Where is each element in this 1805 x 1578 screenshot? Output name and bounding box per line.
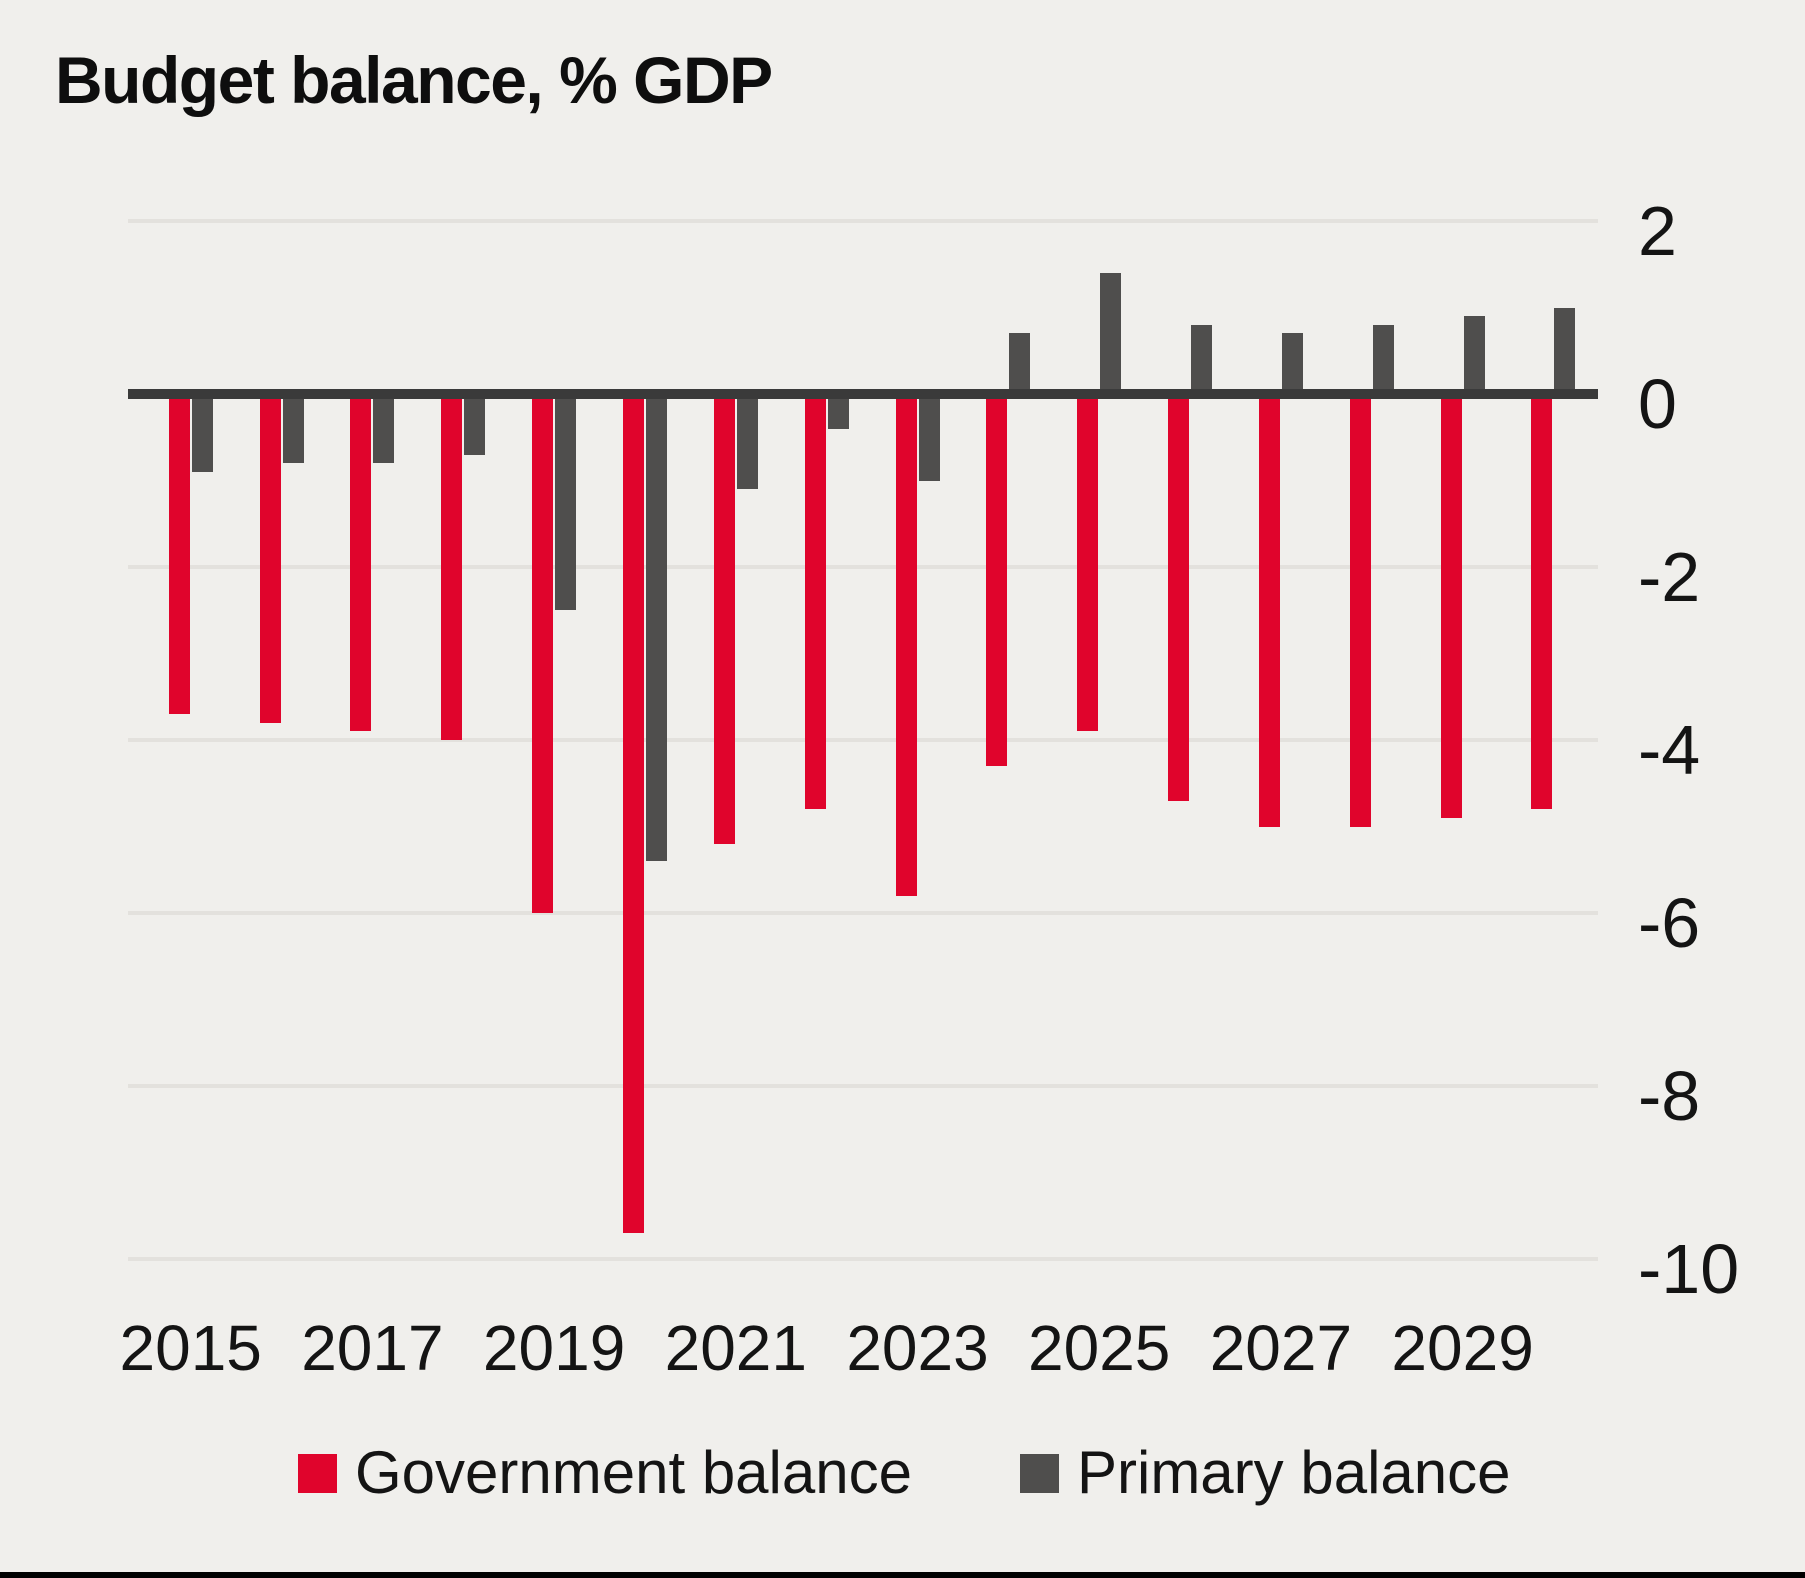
legend-swatch-primary-balance — [1020, 1453, 1059, 1493]
bar-primary-balance-2019 — [555, 394, 577, 611]
bar-government-balance-2016 — [259, 394, 281, 723]
bar-government-balance-2017 — [350, 394, 372, 732]
legend-label-primary-balance: Primary balance — [1077, 1439, 1511, 1506]
bar-primary-balance-2028 — [1372, 324, 1394, 394]
bar-primary-balance-2026 — [1191, 324, 1213, 394]
x-axis-tick-label-2029: 2029 — [1391, 1312, 1534, 1384]
x-axis-tick-label-2023: 2023 — [846, 1312, 989, 1384]
y-axis-tick-label--6: -6 — [1638, 884, 1701, 962]
bar-primary-balance-2023 — [918, 394, 940, 481]
bar-government-balance-2019 — [532, 394, 554, 913]
gridline-y--10 — [128, 1257, 1598, 1261]
bar-government-balance-2025 — [1077, 394, 1099, 732]
y-axis-tick-label--8: -8 — [1638, 1057, 1701, 1135]
bar-government-balance-2020 — [622, 394, 644, 1234]
bar-government-balance-2023 — [895, 394, 917, 896]
legend-label-government-balance: Government balance — [355, 1439, 912, 1506]
bar-primary-balance-2025 — [1100, 272, 1122, 394]
gridline-y--2 — [128, 565, 1598, 569]
y-axis-tick-label--4: -4 — [1638, 711, 1701, 789]
legend-item-primary-balance: Primary balance — [1020, 1443, 1511, 1503]
chart-title: Budget balance, % GDP — [55, 43, 773, 117]
bar-primary-balance-2016 — [282, 394, 304, 464]
x-axis-tick-label-2019: 2019 — [482, 1312, 626, 1384]
gridline-y--6 — [128, 911, 1598, 915]
bar-government-balance-2022 — [804, 394, 826, 810]
bar-primary-balance-2021 — [736, 394, 758, 490]
bar-government-balance-2029 — [1440, 394, 1462, 818]
gridline-y--8 — [128, 1084, 1598, 1088]
legend-item-government-balance: Government balance — [298, 1443, 912, 1503]
y-axis-tick-label-2: 2 — [1638, 192, 1677, 270]
bar-primary-balance-2027 — [1281, 333, 1303, 394]
bar-primary-balance-2030 — [1554, 307, 1576, 394]
zero-axis-line — [128, 389, 1598, 399]
gridline-y-2 — [128, 219, 1598, 223]
bar-primary-balance-2024 — [1009, 333, 1031, 394]
gridline-y--4 — [128, 738, 1598, 742]
x-axis-tick-label-2017: 2017 — [301, 1312, 444, 1384]
bar-government-balance-2015 — [168, 394, 190, 715]
bar-government-balance-2021 — [713, 394, 735, 844]
x-axis-tick-label-2021: 2021 — [664, 1312, 807, 1384]
x-axis-tick-label-2015: 2015 — [119, 1312, 262, 1384]
x-axis-tick-label-2027: 2027 — [1209, 1312, 1353, 1384]
bar-primary-balance-2017 — [373, 394, 395, 464]
bar-primary-balance-2018 — [464, 394, 486, 455]
bar-primary-balance-2015 — [191, 394, 213, 472]
bar-government-balance-2026 — [1168, 394, 1190, 801]
bar-government-balance-2018 — [441, 394, 463, 740]
y-axis-tick-label-0: 0 — [1638, 365, 1677, 443]
bottom-rule — [0, 1572, 1805, 1578]
bar-primary-balance-2020 — [645, 394, 667, 862]
bar-government-balance-2028 — [1349, 394, 1371, 827]
y-axis-tick-label--10: -10 — [1638, 1230, 1740, 1308]
bar-government-balance-2024 — [986, 394, 1008, 766]
legend: Government balance Primary balance — [0, 1443, 1805, 1503]
bar-government-balance-2030 — [1531, 394, 1553, 810]
bar-government-balance-2027 — [1258, 394, 1280, 827]
x-axis-tick-label-2025: 2025 — [1028, 1312, 1171, 1384]
bar-primary-balance-2022 — [827, 394, 849, 429]
bar-primary-balance-2029 — [1463, 316, 1485, 394]
legend-swatch-government-balance — [298, 1453, 337, 1493]
y-axis-tick-label--2: -2 — [1638, 538, 1701, 616]
